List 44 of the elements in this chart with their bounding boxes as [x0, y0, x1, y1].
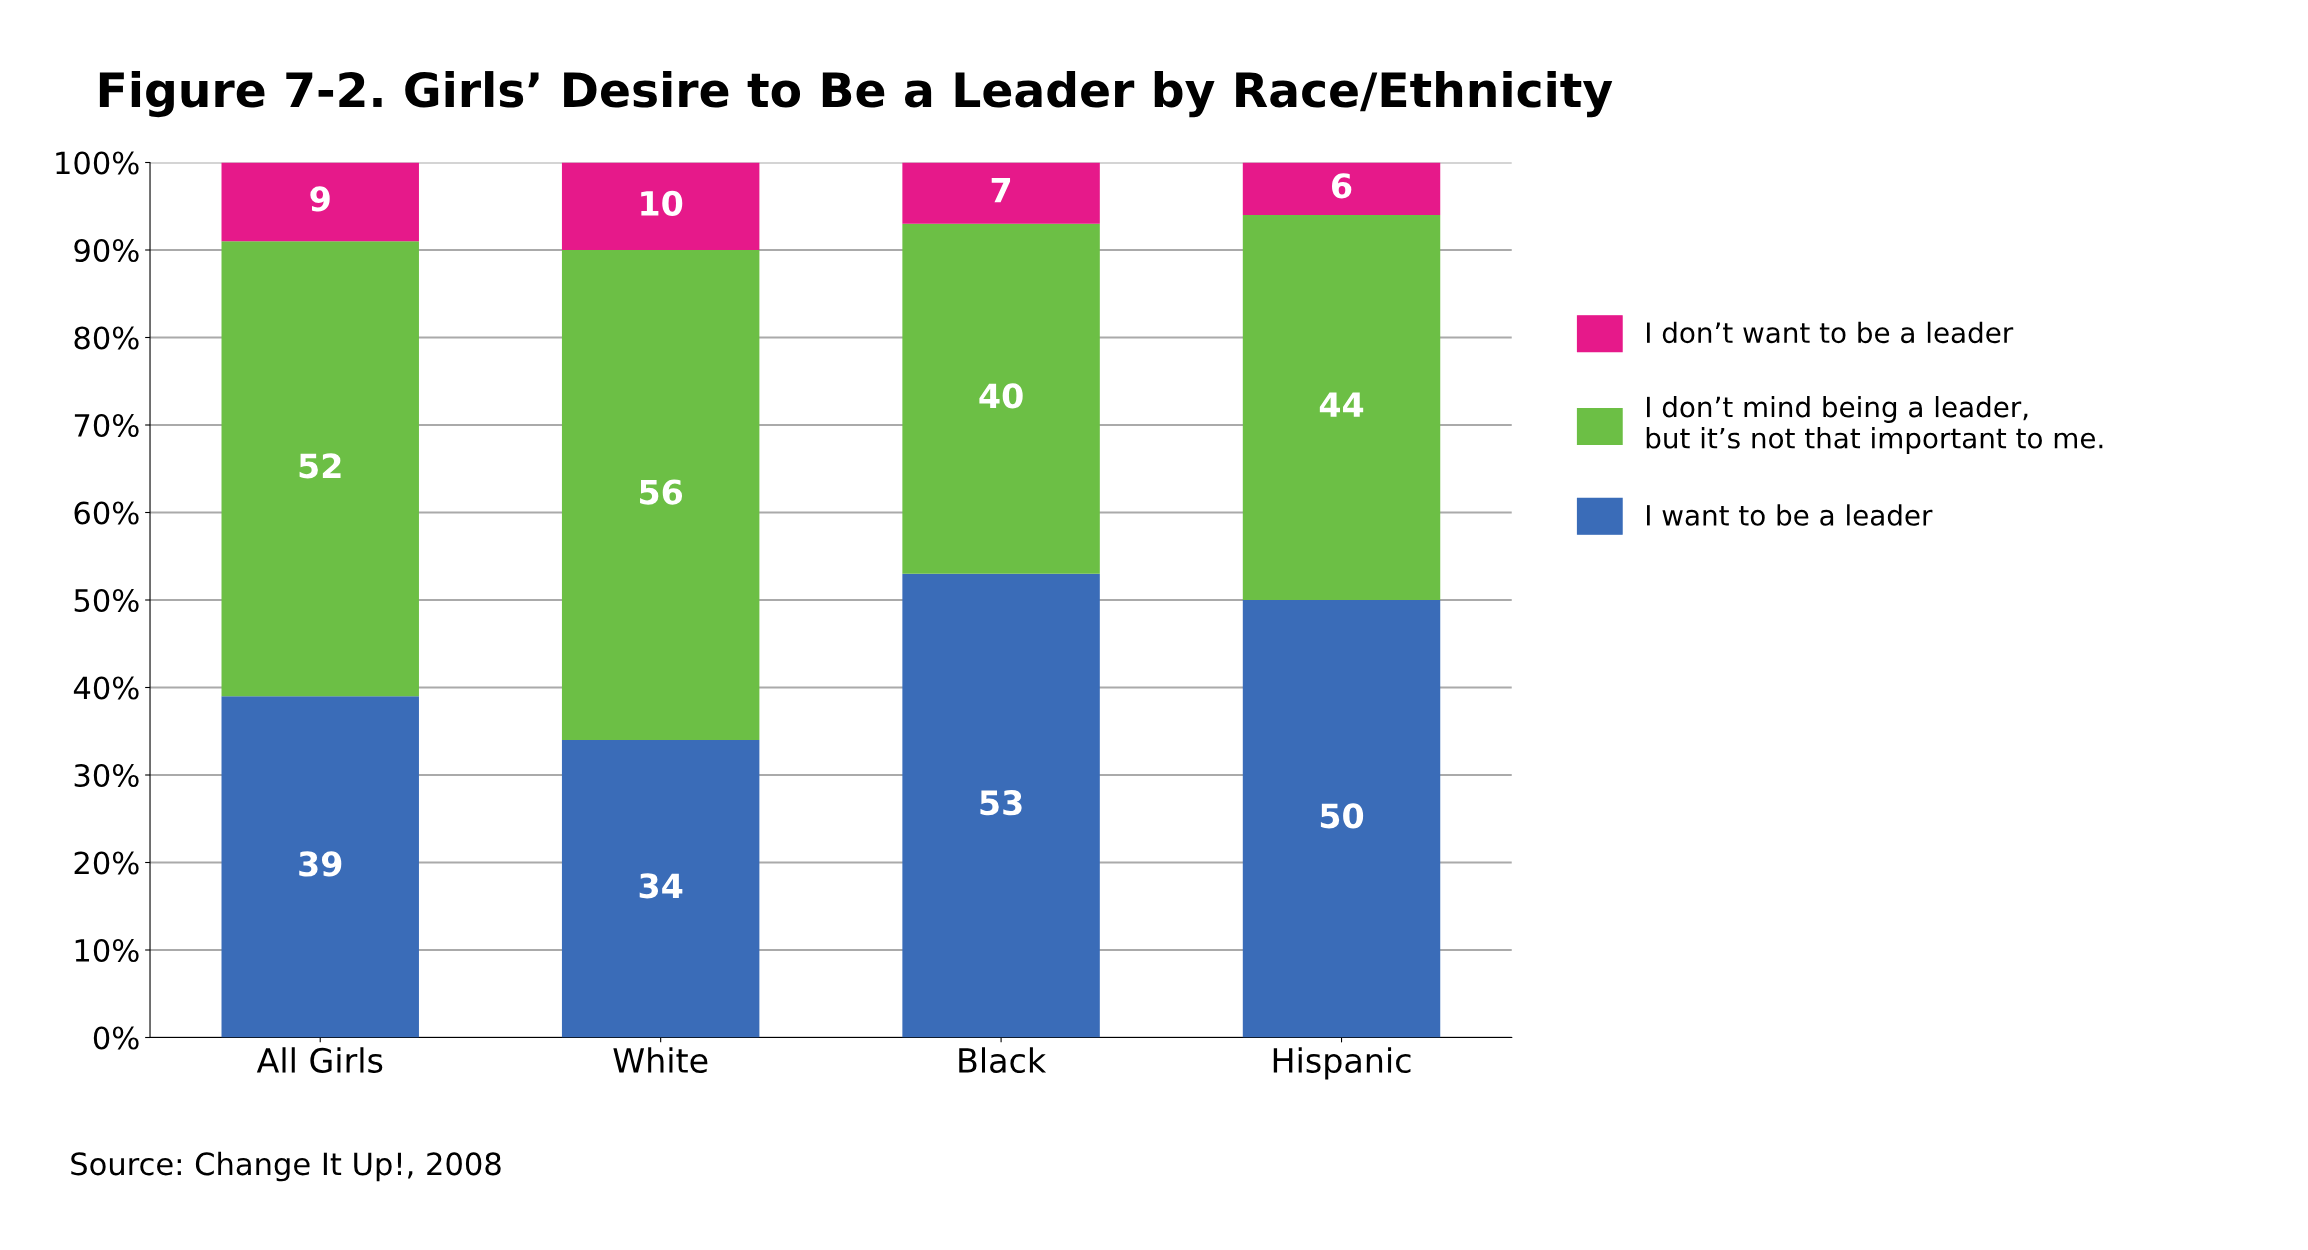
y-tick-label: 90% — [74, 238, 139, 263]
y-tick-label: 70% — [74, 413, 139, 438]
y-tick-label: 50% — [74, 588, 139, 613]
legend-label: I don’t want to be a leader — [1646, 321, 2014, 344]
data-label: 10 — [641, 190, 683, 216]
data-label: 50 — [1320, 803, 1364, 829]
data-label: 56 — [640, 479, 683, 505]
bar — [1242, 215, 1441, 600]
data-label: 39 — [299, 851, 342, 877]
x-tick-label: Black — [959, 1047, 1047, 1074]
chart-title: Figure 7-2. Girls’ Desire to Be a Leader by Race/Ethnicity — [99, 71, 1613, 118]
bar — [902, 223, 1100, 574]
x-tick-label: Hispanic — [1273, 1047, 1411, 1080]
bar — [221, 241, 419, 697]
data-label: 53 — [980, 790, 1022, 816]
bar — [1242, 162, 1441, 215]
bar — [221, 696, 419, 1038]
bar — [221, 162, 419, 242]
bar — [561, 740, 760, 1038]
bar — [902, 573, 1100, 1038]
data-label: 34 — [639, 873, 683, 899]
source-note: Source: Change It Up!, 2008 — [71, 1151, 501, 1182]
y-tick-label: 30% — [74, 763, 139, 788]
y-tick-label: 100% — [56, 151, 139, 175]
y-tick-label: 10% — [75, 938, 139, 963]
bar — [902, 162, 1100, 224]
legend-label: I don’t mind being a leader, but it’s not that important to me. — [1646, 396, 2103, 454]
legend-label: I want to be a leader — [1646, 504, 1933, 526]
data-label: 40 — [979, 383, 1023, 409]
data-label: 7 — [991, 178, 1011, 203]
y-tick-label: 80% — [74, 326, 139, 350]
data-label: 44 — [1319, 392, 1364, 417]
y-tick-label: 60% — [74, 501, 139, 525]
bar — [1242, 600, 1441, 1038]
x-tick-label: White — [613, 1047, 708, 1074]
data-label: 6 — [1332, 173, 1352, 199]
data-label: 52 — [299, 453, 341, 479]
y-tick-label: 20% — [74, 851, 139, 875]
bar — [561, 162, 760, 250]
data-label: 9 — [310, 186, 330, 212]
x-tick-label: All Girls — [256, 1047, 383, 1074]
y-tick-label: 40% — [73, 676, 139, 700]
bar — [561, 250, 760, 740]
y-tick-label: 0% — [93, 1026, 139, 1050]
